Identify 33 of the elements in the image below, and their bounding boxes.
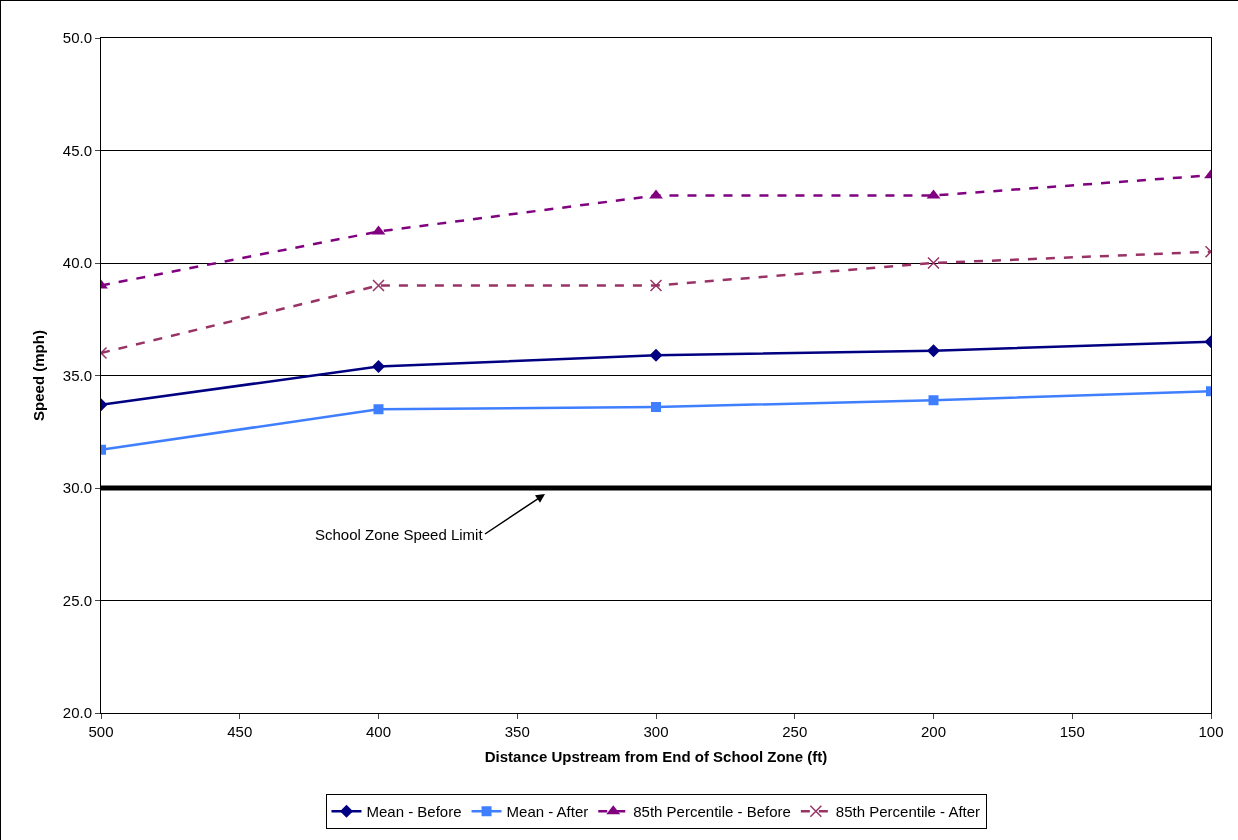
- point: [928, 395, 939, 406]
- x-tick-label: 100: [1198, 723, 1224, 740]
- x-tick-label: 250: [782, 723, 808, 740]
- legend-label: 85th Percentile - After: [835, 803, 981, 821]
- point: [651, 402, 661, 412]
- x-tick-label: 450: [227, 723, 253, 740]
- x-tick-label: 500: [88, 723, 114, 740]
- y-axis-title: Speed (mph): [30, 330, 48, 421]
- y-tick-label: 50.0: [62, 29, 92, 47]
- point: [372, 279, 385, 292]
- ref-line-label: School Zone Speed Limit: [315, 526, 484, 543]
- legend-label: Mean - After: [506, 803, 589, 821]
- x-tick-label: 150: [1059, 723, 1085, 740]
- y-tick-label: 30.0: [62, 479, 92, 497]
- point: [927, 344, 940, 358]
- point: [927, 256, 940, 270]
- x-tick-label: 200: [920, 723, 947, 740]
- y-tick-label: 25.0: [62, 591, 92, 609]
- y-tick-label: 20.0: [62, 704, 92, 722]
- point: [649, 189, 663, 199]
- point: [649, 348, 663, 362]
- point: [372, 360, 385, 373]
- y-tick-label: 35.0: [62, 366, 92, 384]
- x-tick-label: 400: [365, 723, 392, 740]
- x-axis-title: Distance Upstream from End of School Zone (ft): [484, 748, 828, 765]
- legend-label: 85th Percentile - Before: [633, 803, 791, 821]
- point: [649, 279, 663, 292]
- legend-label: Mean - Before: [366, 803, 462, 821]
- point: [373, 404, 384, 415]
- y-tick-label: 40.0: [62, 254, 92, 272]
- x-tick-label: 350: [504, 723, 530, 740]
- x-tick-label: 300: [643, 723, 669, 740]
- y-tick-label: 45.0: [62, 141, 92, 159]
